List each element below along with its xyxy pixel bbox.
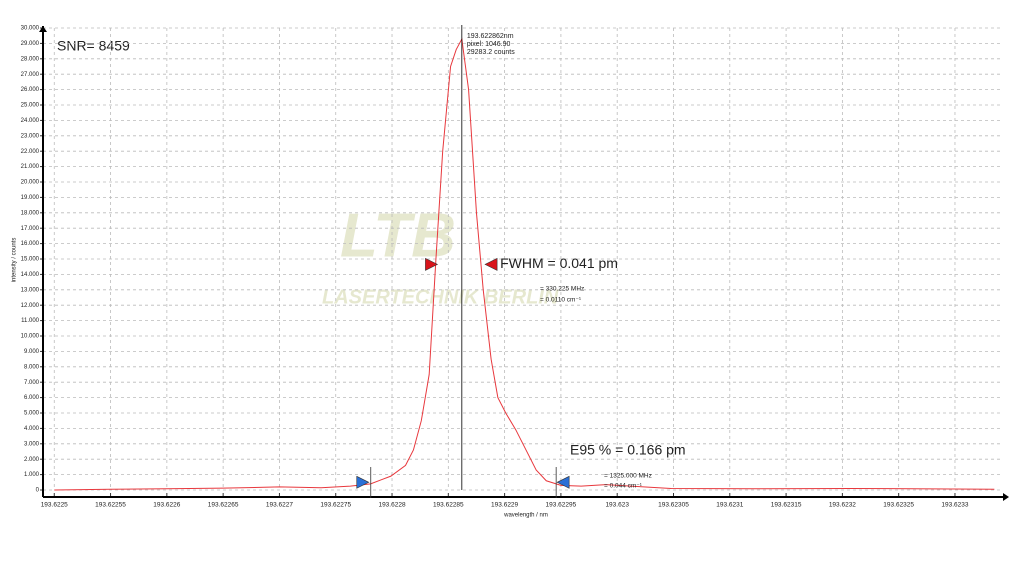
fwhm-detail: = 330.225 MHz bbox=[540, 286, 584, 293]
fwhm-label: FWHM = 0.041 pm bbox=[500, 255, 618, 271]
x-axis-label: wavelength / nm bbox=[503, 513, 548, 519]
y-tick-label: 12.000 bbox=[21, 303, 40, 309]
y-tick-label: 25.000 bbox=[21, 103, 40, 109]
y-tick-label: 10.000 bbox=[21, 334, 40, 340]
e95-marker bbox=[556, 475, 570, 489]
y-tick-label: 17.000 bbox=[21, 226, 40, 232]
fwhm-detail: = 0.0110 cm⁻¹ bbox=[540, 297, 582, 304]
x-tick-label: 193.6232 bbox=[829, 502, 856, 509]
y-tick-label: 28.000 bbox=[21, 56, 40, 62]
y-axis-label: intensity / counts bbox=[12, 238, 18, 283]
x-tick-label: 193.6229 bbox=[491, 502, 518, 509]
y-tick-label: 15.000 bbox=[21, 257, 40, 263]
x-tick-label: 193.62255 bbox=[95, 502, 126, 509]
spectrum-line bbox=[54, 37, 995, 491]
x-tick-label: 193.62285 bbox=[433, 502, 464, 509]
x-tick-label: 193.6228 bbox=[378, 502, 405, 509]
watermark-text: LASERTECHNIK BERLIN bbox=[322, 286, 559, 308]
x-tick-label: 193.6225 bbox=[41, 502, 68, 509]
y-tick-label: 26.000 bbox=[21, 87, 40, 93]
e95-marker bbox=[356, 475, 370, 489]
y-tick-label: 6.000 bbox=[24, 395, 40, 401]
x-tick-label: 193.6226 bbox=[153, 502, 180, 509]
y-tick-label: 22.000 bbox=[21, 149, 40, 155]
y-tick-label: 21.000 bbox=[21, 164, 40, 170]
y-tick-label: 0 bbox=[36, 488, 40, 494]
y-tick-label: 24.000 bbox=[21, 118, 40, 124]
e95-detail: = 1325.000 MHz bbox=[604, 473, 652, 480]
cursor-pixel: pixel: 1046.90 bbox=[467, 41, 511, 48]
y-tick-label: 7.000 bbox=[24, 380, 40, 386]
x-tick-label: 193.6227 bbox=[266, 502, 293, 509]
x-tick-label: 193.62275 bbox=[320, 502, 351, 509]
y-tick-label: 13.000 bbox=[21, 287, 40, 293]
e95-detail: = 0.044 cm⁻¹ bbox=[604, 483, 643, 490]
y-tick-label: 23.000 bbox=[21, 133, 40, 139]
y-tick-label: 30.000 bbox=[21, 26, 40, 32]
y-tick-label: 9.000 bbox=[24, 349, 40, 355]
y-tick-label: 18.000 bbox=[21, 210, 40, 216]
x-tick-label: 193.6233 bbox=[941, 502, 968, 509]
e95-label: E95 % = 0.166 pm bbox=[570, 442, 686, 458]
cursor-counts: 29283.2 counts bbox=[467, 49, 515, 56]
x-tick-label: 193.62325 bbox=[883, 502, 914, 509]
axis-arrow bbox=[39, 26, 47, 32]
y-tick-label: 8.000 bbox=[24, 364, 40, 370]
x-tick-label: 193.62315 bbox=[771, 502, 802, 509]
x-tick-label: 193.62305 bbox=[658, 502, 689, 509]
x-tick-label: 193.62265 bbox=[208, 502, 239, 509]
y-tick-label: 2.000 bbox=[24, 457, 40, 463]
y-tick-label: 14.000 bbox=[21, 272, 40, 278]
y-tick-label: 27.000 bbox=[21, 72, 40, 78]
cursor-label: 193.622862nm bbox=[467, 33, 514, 40]
x-tick-label: 193.6231 bbox=[716, 502, 743, 509]
y-tick-label: 5.000 bbox=[24, 411, 40, 417]
fwhm-marker bbox=[484, 257, 498, 271]
x-tick-label: 193.62295 bbox=[546, 502, 577, 509]
snr: SNR= 8459 bbox=[57, 38, 130, 54]
y-tick-label: 1.000 bbox=[24, 472, 40, 478]
y-tick-label: 29.000 bbox=[21, 41, 40, 47]
y-tick-label: 19.000 bbox=[21, 195, 40, 201]
y-tick-label: 16.000 bbox=[21, 241, 40, 247]
fwhm-marker bbox=[425, 257, 439, 271]
y-tick-label: 4.000 bbox=[24, 426, 40, 432]
y-tick-label: 3.000 bbox=[24, 441, 40, 447]
y-tick-label: 20.000 bbox=[21, 180, 40, 186]
y-tick-label: 11.000 bbox=[21, 318, 40, 324]
axis-arrow bbox=[1003, 493, 1009, 501]
x-tick-label: 193.623 bbox=[605, 502, 629, 509]
